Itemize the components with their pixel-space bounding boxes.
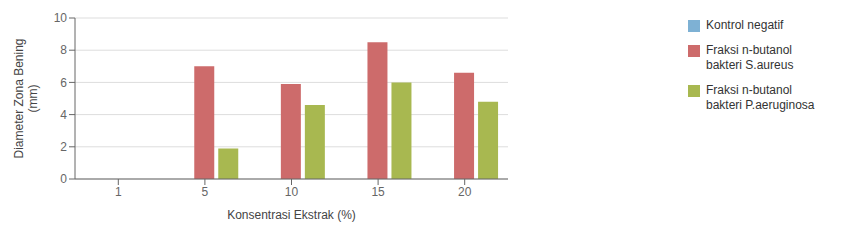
svg-text:15: 15 [371,185,385,199]
svg-text:0: 0 [60,172,67,186]
html-text:Fraksi n-butanol bakteri P.aer: Fraksi n-butanol bakteri P.aeruginosa [706,83,815,112]
svg-text:6: 6 [60,76,67,90]
html-text:Kontrol negatif: Kontrol negatif [706,18,784,32]
svg-text:1: 1 [115,185,122,199]
svg-text:20: 20 [458,185,472,199]
svg-text:5: 5 [202,185,209,199]
svg-text:2: 2 [60,140,67,154]
svg-text:10: 10 [54,11,68,25]
svg-text:4: 4 [60,108,67,122]
svg-text:Konsentrasi Ekstrak (%): Konsentrasi Ekstrak (%) [227,208,356,222]
svg-text:8: 8 [60,43,67,57]
svg-text:Diameter Zona Bening(mm): Diameter Zona Bening(mm) [12,38,40,158]
html-text:Fraksi n-butanol bakteri S.aur: Fraksi n-butanol bakteri S.aureus [706,43,794,72]
svg-text:10: 10 [285,185,299,199]
